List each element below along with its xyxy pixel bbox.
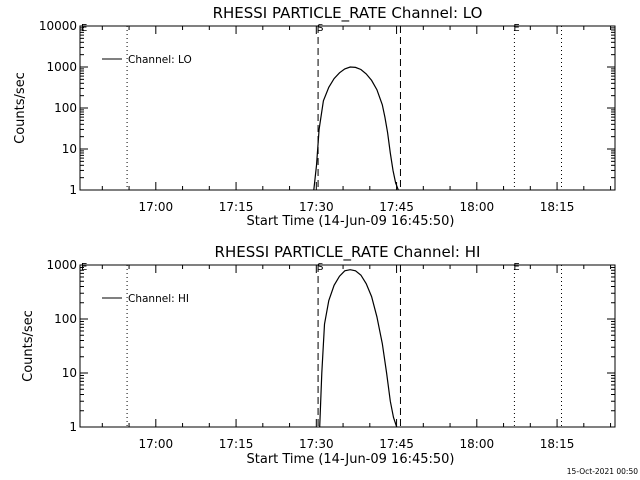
chart-title: RHESSI PARTICLE_RATE Channel: LO <box>213 4 483 23</box>
marker-label: S <box>317 23 323 34</box>
y-tick-label: 1000 <box>46 60 77 74</box>
series-line-hi <box>319 269 398 428</box>
x-tick-label: 18:15 <box>540 200 575 214</box>
x-tick-label: 17:00 <box>139 200 174 214</box>
x-tick-label: 17:45 <box>379 437 414 451</box>
y-tick-label: 1 <box>69 183 77 197</box>
marker-label: S <box>317 262 323 273</box>
y-axis-label: Counts/sec <box>13 72 28 144</box>
y-tick-label: 100 <box>54 101 77 115</box>
x-tick-label: 18:00 <box>460 200 495 214</box>
x-tick-label: 17:15 <box>219 200 254 214</box>
corner-marker-label: E <box>81 23 87 34</box>
y-tick-label: 1 <box>69 420 77 434</box>
y-tick-label: 10000 <box>39 19 77 33</box>
x-tick-label: 17:30 <box>299 437 334 451</box>
series-line-lo <box>313 66 399 191</box>
lo-channel-panel: RHESSI PARTICLE_RATE Channel: LO Counts/s… <box>13 4 616 229</box>
y-tick-label: 10 <box>62 366 77 380</box>
x-tick-label: 18:00 <box>460 437 495 451</box>
hi-channel-panel: RHESSI PARTICLE_RATE Channel: HI Counts/s… <box>21 243 616 467</box>
plot-frame <box>79 264 616 428</box>
x-axis-label: Start Time (14-Jun-09 16:45:50) <box>247 452 455 467</box>
x-tick-label: 17:15 <box>219 437 254 451</box>
y-tick-label: 1000 <box>46 258 77 272</box>
legend-label: Channel: HI <box>128 293 189 305</box>
x-axis-label: Start Time (14-Jun-09 16:45:50) <box>247 214 455 229</box>
corner-marker-label: E <box>81 262 87 273</box>
legend-label: Channel: LO <box>128 54 192 66</box>
x-tick-label: 17:45 <box>379 200 414 214</box>
y-tick-label: 100 <box>54 312 77 326</box>
y-axis-label: Counts/sec <box>21 310 36 382</box>
marker-label: E <box>513 262 519 273</box>
chart-title: RHESSI PARTICLE_RATE Channel: HI <box>215 243 481 262</box>
plot-frame <box>79 25 616 191</box>
marker-label: E <box>513 23 519 34</box>
y-tick-label: 10 <box>62 142 77 156</box>
x-tick-label: 17:00 <box>139 437 174 451</box>
footer-timestamp: 15-Oct-2021 00:50 <box>567 467 638 476</box>
x-tick-label: 17:30 <box>299 200 334 214</box>
x-tick-label: 18:15 <box>540 437 575 451</box>
